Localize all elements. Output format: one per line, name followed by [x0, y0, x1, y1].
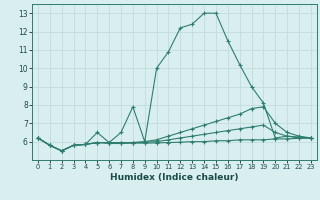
X-axis label: Humidex (Indice chaleur): Humidex (Indice chaleur)	[110, 173, 239, 182]
